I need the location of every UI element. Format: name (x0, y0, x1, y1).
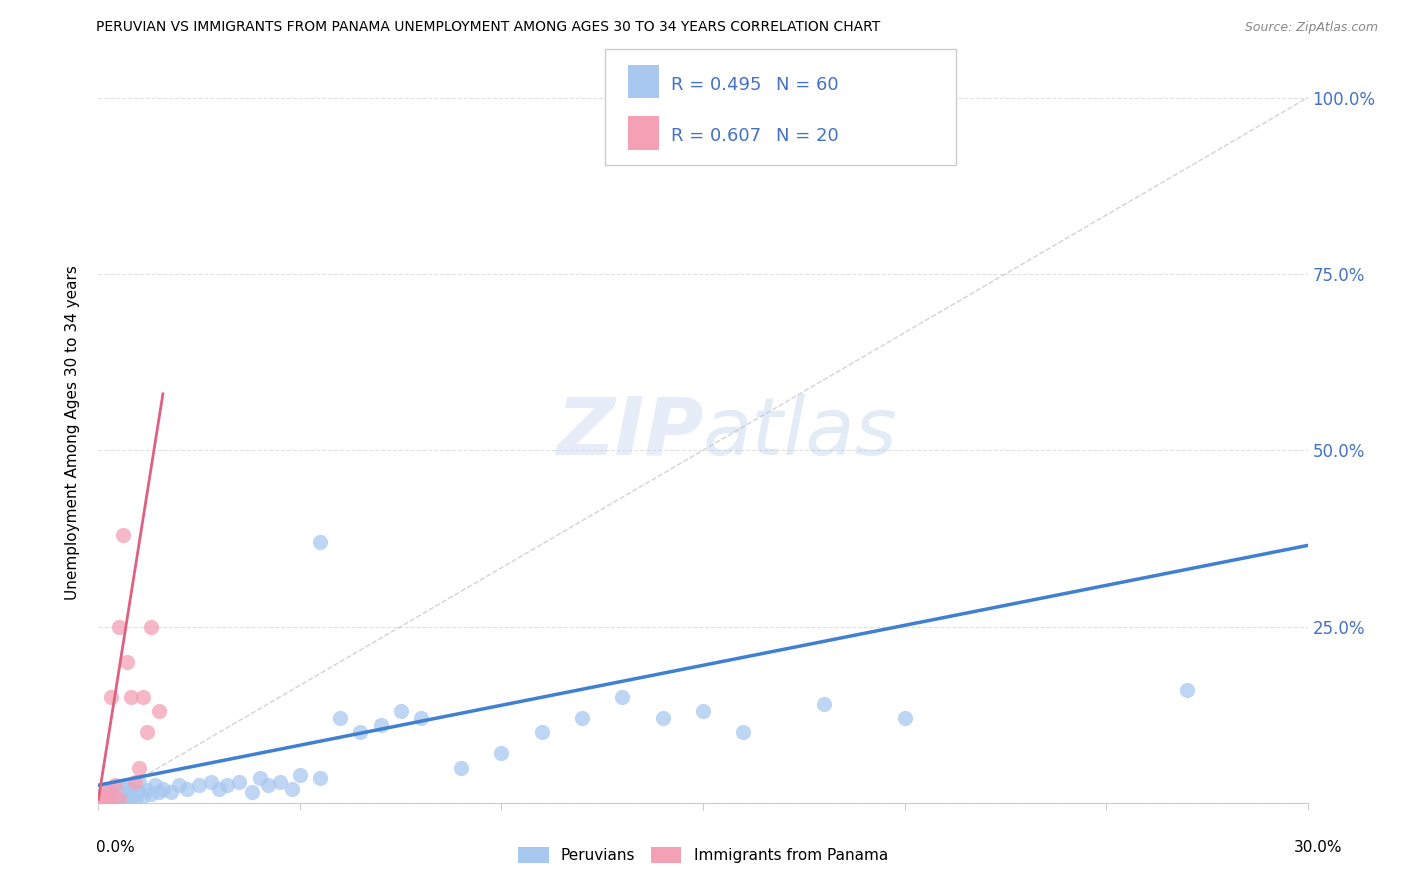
Point (91, 792, 114, 806)
Point (103, 792, 125, 806)
Point (111, 781, 134, 796)
Point (139, 788, 162, 802)
Point (96, 781, 118, 796)
Point (124, 792, 146, 806)
Text: atlas: atlas (703, 393, 898, 472)
Point (135, 783, 157, 797)
Point (389, 704, 412, 718)
Point (96, 790, 118, 805)
Point (107, 785, 129, 799)
Point (103, 778, 125, 792)
Point (132, 789, 155, 803)
Point (115, 655, 138, 669)
Point (217, 778, 239, 792)
Point (256, 778, 278, 792)
Point (100, 792, 122, 806)
Point (228, 774, 250, 789)
Point (132, 690, 155, 704)
Point (111, 792, 134, 806)
Point (107, 792, 129, 806)
Point (240, 785, 263, 799)
Point (329, 711, 352, 725)
Point (188, 778, 211, 792)
Point (249, 771, 271, 785)
Text: ZIP: ZIP (555, 393, 703, 472)
Point (124, 788, 146, 802)
Point (100, 789, 122, 803)
Point (349, 725, 371, 739)
Point (1175, 683, 1198, 698)
Legend: Peruvians, Immigrants from Panama: Peruvians, Immigrants from Panama (512, 841, 894, 869)
Point (167, 778, 190, 792)
Point (148, 704, 170, 718)
Text: Source: ZipAtlas.com: Source: ZipAtlas.com (1244, 21, 1378, 34)
Point (281, 781, 304, 796)
Point (309, 771, 332, 785)
Text: PERUVIAN VS IMMIGRANTS FROM PANAMA UNEMPLOYMENT AMONG AGES 30 TO 34 YEARS CORREL: PERUVIAN VS IMMIGRANTS FROM PANAMA UNEMP… (96, 21, 880, 34)
Point (107, 790, 129, 805)
Point (107, 619, 129, 633)
Point (100, 789, 122, 803)
Point (100, 781, 122, 796)
Point (200, 774, 222, 789)
Text: R = 0.607: R = 0.607 (671, 128, 761, 145)
Point (91, 789, 114, 803)
Point (96, 785, 118, 799)
Point (120, 690, 142, 704)
Point (120, 783, 142, 797)
Text: 30.0%: 30.0% (1295, 840, 1343, 855)
Text: 0.0%: 0.0% (96, 840, 135, 855)
Point (208, 781, 231, 796)
Point (612, 690, 634, 704)
Point (100, 690, 122, 704)
Point (115, 789, 138, 803)
Point (124, 774, 146, 789)
Point (128, 774, 150, 789)
Point (152, 781, 174, 796)
Point (148, 785, 170, 799)
Point (733, 725, 755, 739)
Point (128, 760, 150, 774)
Point (115, 778, 138, 792)
Point (120, 790, 142, 805)
Point (103, 783, 125, 797)
Point (269, 774, 291, 789)
Point (530, 725, 553, 739)
Text: N = 20: N = 20 (776, 128, 839, 145)
Point (91, 789, 114, 803)
Point (893, 711, 915, 725)
Point (813, 697, 835, 711)
Point (692, 704, 714, 718)
Point (651, 711, 673, 725)
Point (103, 788, 125, 802)
Point (370, 718, 392, 732)
Point (87, 792, 110, 806)
Point (91, 792, 114, 806)
Point (135, 725, 157, 739)
Point (176, 781, 198, 796)
Point (491, 747, 513, 761)
Point (409, 711, 432, 725)
Point (128, 785, 150, 799)
Text: R = 0.495: R = 0.495 (671, 76, 761, 94)
Point (111, 528, 134, 542)
Point (96, 792, 118, 806)
Point (651, 126, 673, 140)
Point (160, 785, 183, 799)
Y-axis label: Unemployment Among Ages 30 to 34 years: Unemployment Among Ages 30 to 34 years (65, 265, 80, 600)
Point (571, 711, 593, 725)
Point (309, 535, 332, 549)
Point (450, 760, 472, 774)
Point (288, 767, 311, 781)
Point (143, 778, 166, 792)
Point (139, 619, 162, 633)
Text: N = 60: N = 60 (776, 76, 839, 94)
